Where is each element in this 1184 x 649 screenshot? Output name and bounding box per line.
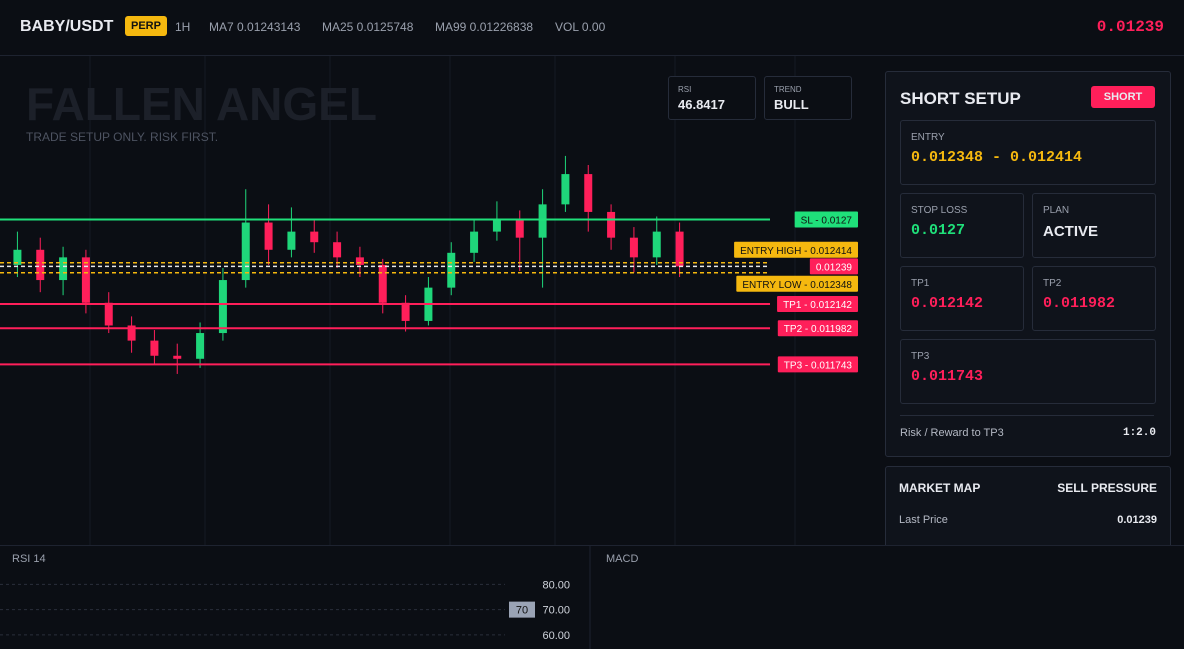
- trend-stat: TREND BULL: [764, 76, 852, 120]
- ma25: MA25 0.0125748: [322, 20, 414, 34]
- level-tag-text: SL - 0.0127: [801, 216, 853, 227]
- tagline: TRADE SETUP ONLY. RISK FIRST.: [26, 130, 218, 144]
- label: ENTRY: [911, 132, 945, 143]
- stat-label: TREND: [774, 85, 802, 94]
- candle-body: [196, 333, 205, 359]
- level-tag: [777, 295, 858, 312]
- header: BABY/USDT PERP 1H MA7 0.01243143 MA25 0.…: [0, 0, 1184, 56]
- candle-body: [150, 340, 159, 356]
- y-tick-label: 60.00: [542, 630, 570, 642]
- level-tag-text: TP1 - 0.012142: [783, 300, 852, 311]
- vol: VOL 0.00: [555, 20, 606, 34]
- label: TP1: [911, 278, 930, 289]
- candle-body: [355, 257, 364, 265]
- candle-body: [492, 219, 501, 232]
- rsi-title: RSI 14: [12, 553, 46, 565]
- candle-body: [13, 249, 22, 265]
- value: ACTIVE: [1043, 223, 1099, 240]
- candle-body: [378, 264, 387, 303]
- label: STOP LOSS: [911, 205, 968, 216]
- tp2-box: TP2 0.011982: [1032, 266, 1156, 331]
- symbol: BABY/USDT: [20, 18, 114, 35]
- candle-body: [652, 231, 661, 258]
- rsi-marker-text: 70: [516, 605, 528, 617]
- ma7: MA7 0.01243143: [209, 20, 301, 34]
- candle-body: [59, 257, 68, 281]
- entry-box: ENTRY 0.012348 - 0.012414: [900, 120, 1156, 185]
- candle-body: [629, 237, 638, 258]
- rr-value: 1:2.0: [1122, 427, 1156, 439]
- level-tag-text: TP2 - 0.011982: [784, 324, 853, 335]
- candle-body: [515, 219, 524, 238]
- setup-title: SHORT SETUP: [900, 89, 1021, 108]
- rr-label: Risk / Reward to TP3: [900, 427, 1004, 439]
- watermark: FALLEN ANGEL: [26, 78, 377, 130]
- candle-body: [218, 280, 227, 334]
- badge: PERP: [125, 16, 167, 36]
- candle-body: [173, 355, 182, 359]
- market-map: MARKET MAP SELL PRESSURE Last Price 0.01…: [885, 466, 1171, 558]
- candle-body: [241, 222, 250, 281]
- candle-body: [584, 174, 593, 212]
- level-tag: [777, 320, 858, 337]
- timeframe[interactable]: 1H: [175, 20, 191, 34]
- candle-body: [401, 302, 410, 321]
- candle-body: [104, 302, 113, 326]
- level-tag-text: 0.01239: [816, 262, 853, 273]
- map-title: MARKET MAP: [899, 481, 981, 495]
- level-tag: [794, 211, 858, 228]
- level-tag-text: ENTRY HIGH - 0.012414: [740, 246, 852, 257]
- setup-card: SHORT SETUP SHORT ENTRY 0.012348 - 0.012…: [885, 71, 1171, 457]
- sl-box: STOP LOSS 0.0127: [900, 193, 1024, 258]
- grid: [89, 56, 796, 545]
- level-tag-text: TP3 - 0.011743: [784, 360, 853, 371]
- level-tag-text: ENTRY LOW - 0.012348: [742, 280, 852, 291]
- candle-body: [607, 211, 616, 238]
- last-label: Last Price: [899, 514, 948, 526]
- label: TP2: [1043, 278, 1062, 289]
- candle-body: [287, 231, 296, 250]
- candle-body: [81, 257, 90, 303]
- candle-body: [561, 174, 570, 205]
- candle-body: [333, 242, 342, 258]
- price: 0.01239: [1096, 18, 1164, 36]
- tp1-box: TP1 0.012142: [900, 266, 1024, 331]
- candle-body: [538, 204, 547, 238]
- indicator-panels: RSI 14 MACD 80.00 70.00 60.00 70: [0, 545, 1184, 649]
- candle-body: [127, 325, 136, 341]
- level-tag: [809, 258, 858, 275]
- value: 0.012348 - 0.012414: [911, 149, 1083, 166]
- stat-label: RSI: [678, 85, 692, 94]
- level-tag: [777, 356, 858, 373]
- last-value: 0.01239: [1117, 514, 1157, 526]
- rsi-stat: RSI 46.8417: [668, 76, 756, 120]
- stat-value: 46.8417: [678, 97, 725, 112]
- value: 0.011743: [911, 368, 984, 385]
- label: PLAN: [1043, 205, 1070, 216]
- price-chart: FALLEN ANGEL TRADE SETUP ONLY. RISK FIRS…: [0, 56, 858, 545]
- candle-body: [36, 249, 45, 281]
- rsi-marker: [509, 601, 535, 618]
- short-badge[interactable]: SHORT: [1091, 86, 1155, 108]
- ma99: MA99 0.01226838: [435, 20, 534, 34]
- stat-value: BULL: [774, 97, 809, 112]
- candle-body: [447, 252, 456, 288]
- candle-body: [675, 231, 684, 267]
- value: 0.012142: [911, 295, 984, 312]
- label: TP3: [911, 351, 930, 362]
- candle-body: [264, 222, 273, 250]
- candle-body: [470, 231, 479, 253]
- candle-body: [310, 231, 319, 243]
- level-tag: [736, 275, 858, 292]
- value: 0.0127: [911, 222, 966, 239]
- tp3-box: TP3 0.011743: [900, 339, 1156, 404]
- y-tick-label: 80.00: [542, 579, 570, 591]
- level-tag: [734, 241, 858, 258]
- value: 0.011982: [1043, 295, 1116, 312]
- plan-box: PLAN ACTIVE: [1032, 193, 1156, 258]
- y-tick-label: 70.00: [542, 605, 570, 617]
- map-status: SELL PRESSURE: [1057, 481, 1157, 495]
- macd-title: MACD: [606, 553, 638, 565]
